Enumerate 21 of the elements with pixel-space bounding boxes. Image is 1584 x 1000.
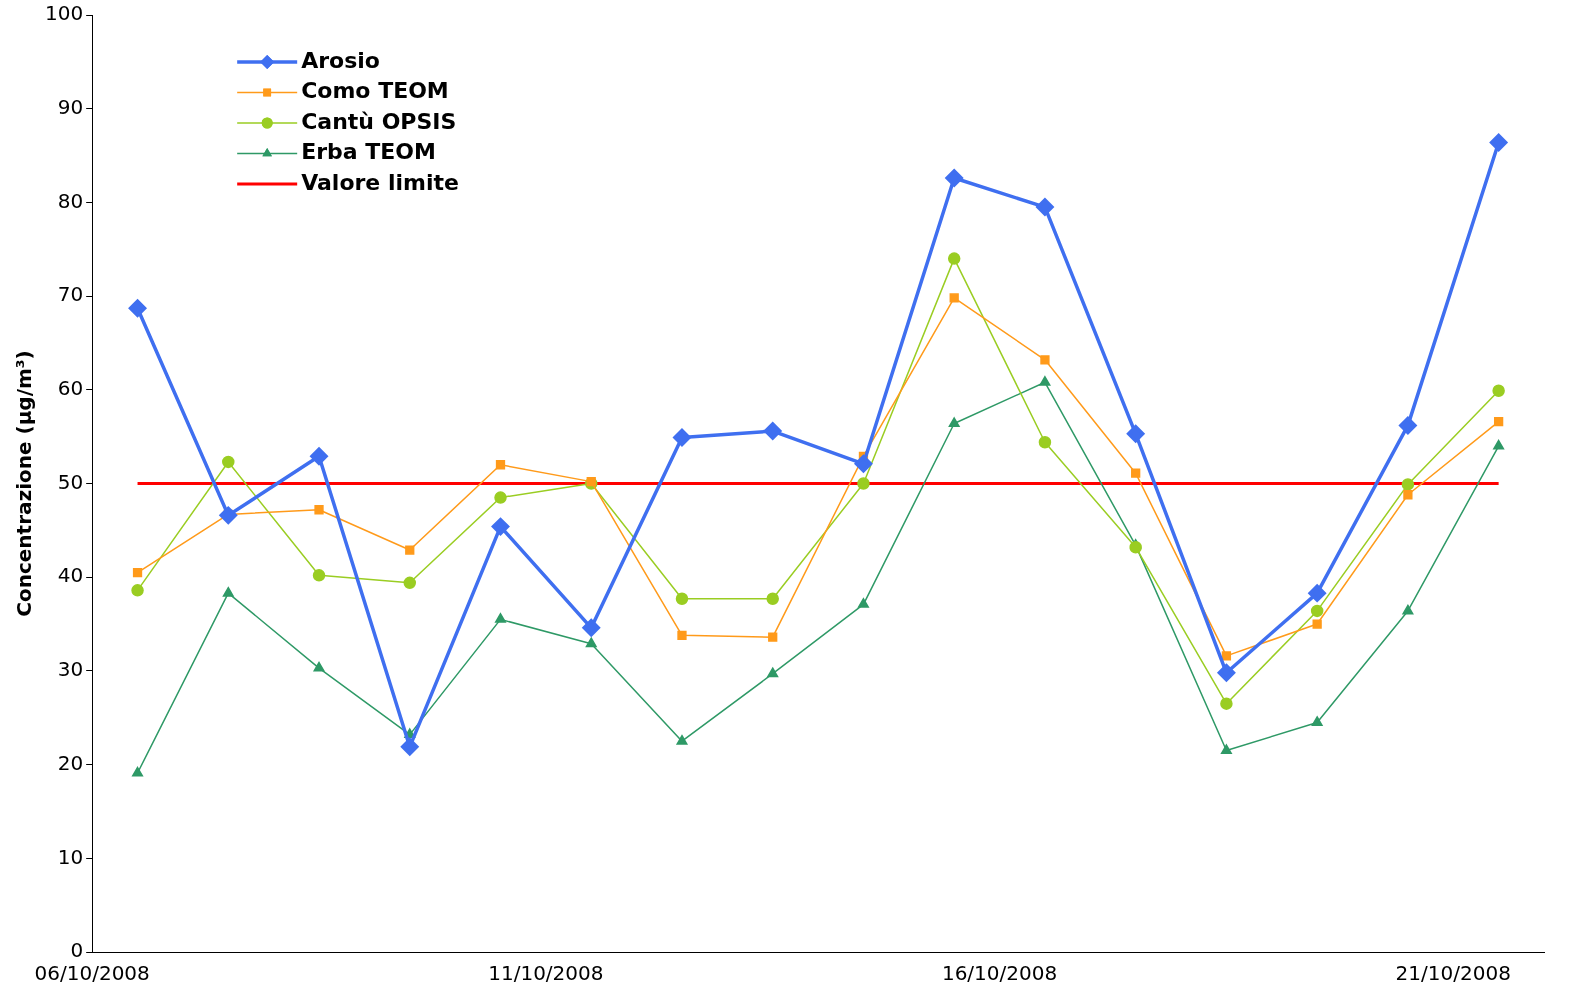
y-tick-label: 10	[57, 844, 84, 869]
y-axis-title: Concentrazione (µg/m³)	[12, 350, 37, 617]
y-tick-label: 60	[57, 376, 84, 400]
x-tick-label: 16/10/2008	[941, 961, 1058, 986]
y-tick-label: 0	[70, 938, 84, 963]
y-tick-label: 100	[44, 1, 84, 26]
x-tick-label: 11/10/2008	[488, 961, 604, 986]
y-tick-label: 50	[57, 469, 84, 494]
y-tick-label: 80	[57, 188, 84, 213]
y-tick-label: 30	[57, 657, 84, 682]
legend-label: Erba TEOM	[301, 139, 436, 165]
legend-label: Arosio	[301, 47, 380, 73]
legend-label: Valore limite	[301, 169, 459, 195]
y-tick-label: 70	[57, 282, 84, 307]
y-tick-label: 40	[57, 563, 84, 588]
y-tick-label: 20	[57, 750, 84, 775]
x-tick-label: 06/10/2008	[34, 961, 150, 986]
legend-label: Cantù OPSIS	[301, 108, 457, 134]
y-tick-label: 90	[57, 94, 84, 119]
legend-label: Como TEOM	[301, 78, 449, 104]
x-tick-label: 21/10/2008	[1395, 961, 1511, 986]
